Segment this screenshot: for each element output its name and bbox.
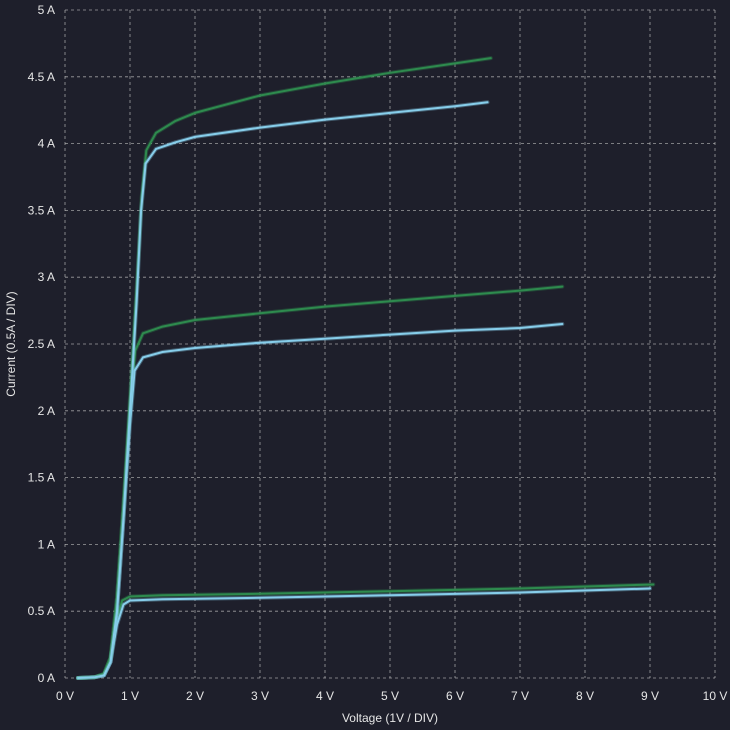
y-tick-label: 4.5 A bbox=[28, 70, 55, 84]
grid bbox=[64, 9, 716, 679]
y-tick-label: 0.5 A bbox=[28, 604, 55, 618]
y-tick-label: 1 A bbox=[38, 537, 55, 551]
x-tick-label: 6 V bbox=[446, 689, 464, 703]
y-tick-label: 5 A bbox=[38, 3, 55, 17]
x-tick-label: 7 V bbox=[511, 689, 529, 703]
y-axis-title: Current (0.5A / DIV) bbox=[4, 291, 18, 396]
x-tick-label: 0 V bbox=[56, 689, 74, 703]
x-tick-label: 10 V bbox=[703, 689, 728, 703]
y-tick-label: 2 A bbox=[38, 404, 55, 418]
x-axis-title: Voltage (1V / DIV) bbox=[342, 711, 438, 725]
series-line-5 bbox=[77, 101, 489, 679]
series-group bbox=[76, 56, 656, 680]
x-tick-label: 5 V bbox=[381, 689, 399, 703]
y-tick-label: 0 A bbox=[38, 671, 55, 685]
x-tick-label: 3 V bbox=[251, 689, 269, 703]
x-axis-ticks: 0 V 1 V 2 V 3 V 4 V 5 V 6 V 7 V 8 V 9 V 10 V bbox=[56, 689, 727, 703]
y-tick-label: 3.5 A bbox=[28, 203, 55, 217]
x-tick-label: 4 V bbox=[316, 689, 334, 703]
x-tick-label: 2 V bbox=[186, 689, 204, 703]
x-tick-label: 9 V bbox=[641, 689, 659, 703]
x-tick-label: 8 V bbox=[576, 689, 594, 703]
y-axis-ticks: 0 A 0.5 A 1 A 1.5 A 2 A 2.5 A 3 A 3.5 A 4 A 4.5 A… bbox=[28, 3, 55, 685]
y-tick-label: 4 A bbox=[38, 137, 55, 151]
y-tick-label: 2.5 A bbox=[28, 337, 55, 351]
x-tick-label: 1 V bbox=[121, 689, 139, 703]
y-tick-label: 3 A bbox=[38, 270, 55, 284]
y-tick-label: 1.5 A bbox=[28, 471, 55, 485]
